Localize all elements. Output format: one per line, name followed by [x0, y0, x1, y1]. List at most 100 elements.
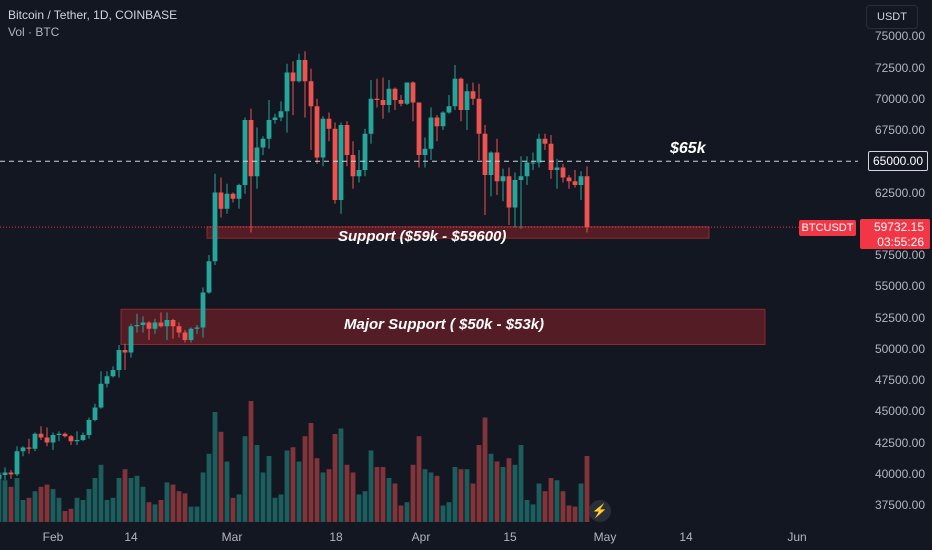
volume-bar: [536, 483, 542, 522]
candle-body: [506, 176, 512, 208]
volume-bar: [464, 469, 470, 522]
volume-bar: [218, 431, 224, 522]
candle-body: [476, 98, 482, 134]
candle-body: [134, 325, 140, 327]
volume-bar: [206, 453, 212, 522]
candle-body: [464, 91, 470, 110]
candle-body: [74, 440, 80, 442]
candle-body: [278, 111, 284, 118]
volume-bar: [410, 464, 416, 522]
volume-bar: [506, 458, 512, 522]
time-axis-tick: Jun: [787, 530, 807, 544]
time-axis-tick: 15: [503, 530, 517, 544]
candle-body: [440, 112, 446, 127]
candle-body: [236, 185, 242, 199]
volume-bar: [344, 464, 350, 522]
candle-body: [110, 370, 116, 377]
lightning-icon[interactable]: ⚡: [589, 500, 611, 522]
time-axis-tick: Apr: [411, 530, 431, 544]
candle-body: [296, 60, 302, 82]
volume-bar: [170, 484, 176, 522]
volume-bar: [326, 469, 332, 522]
candle-body: [344, 125, 350, 155]
volume-bar: [50, 489, 56, 522]
volume-bar: [224, 461, 230, 522]
time-axis-tick: 14: [124, 530, 138, 544]
candle-body: [2, 472, 8, 475]
volume-bar: [86, 489, 92, 522]
volume-bar: [152, 504, 158, 522]
candle-body: [584, 176, 590, 228]
volume-bar: [512, 464, 518, 522]
candle-body: [386, 88, 392, 105]
volume-bar: [260, 472, 266, 522]
volume-bar: [254, 445, 260, 522]
candle-body: [224, 193, 230, 209]
volume-bar: [362, 491, 368, 522]
volume-bar: [290, 447, 296, 522]
candle-body: [8, 472, 14, 475]
volume-bar: [338, 428, 344, 522]
candle-body: [32, 433, 38, 449]
volume-bar: [212, 412, 218, 522]
price-axis-tick: 47500.00: [874, 373, 925, 387]
currency-button[interactable]: USDT: [866, 5, 918, 29]
candle-body: [332, 128, 338, 200]
volume-bar: [26, 497, 32, 522]
candle-body: [518, 176, 524, 180]
candle-body: [572, 181, 578, 185]
candle-body: [500, 176, 506, 182]
volume-bar: [44, 484, 50, 522]
volume-bar: [332, 434, 338, 522]
volume-bar: [524, 500, 530, 522]
candle-body: [428, 117, 434, 149]
volume-bar: [92, 478, 98, 522]
candle-body: [182, 332, 188, 340]
candle-body: [14, 451, 20, 475]
price-axis-tick: 72500.00: [874, 60, 925, 75]
candle-body: [458, 78, 464, 110]
price-axis-tick: 50000.00: [874, 341, 925, 356]
volume-bar: [572, 506, 578, 522]
last-price-tag: 59732.15 03:55:26: [860, 219, 930, 249]
volume-bar: [350, 472, 356, 522]
volume-bar: [416, 436, 422, 522]
candle-body: [494, 152, 500, 182]
volume-bar: [80, 500, 86, 522]
candle-body: [524, 162, 530, 177]
candle-body: [68, 436, 74, 442]
candle-body: [314, 106, 320, 158]
candle-body: [530, 162, 536, 164]
volume-bar: [122, 469, 128, 522]
volume-bar: [242, 436, 248, 522]
candle-body: [164, 320, 170, 327]
volume-bar: [74, 497, 80, 522]
volume-bar: [494, 461, 500, 522]
volume-bar: [104, 500, 110, 522]
candle-body: [548, 143, 554, 170]
volume-bar: [452, 467, 458, 522]
candle-body: [560, 167, 566, 178]
candle-body: [206, 261, 212, 293]
volume-bar: [428, 472, 434, 522]
price-axis-tick: 40000.00: [874, 466, 925, 481]
volume-bar: [278, 494, 284, 522]
candle-body: [212, 192, 218, 262]
volume-bar: [110, 497, 116, 522]
volume-bar: [320, 472, 326, 522]
volume-bar: [176, 491, 182, 522]
time-axis-tick: 18: [329, 530, 343, 544]
volume-bar: [98, 464, 104, 522]
volume-bar: [440, 505, 446, 522]
candle-body: [566, 177, 572, 182]
candle-body: [374, 98, 380, 100]
price-axis-tick: 52500.00: [874, 310, 925, 325]
candle-body: [488, 152, 494, 175]
volume-bar: [158, 500, 164, 522]
candle-body: [0, 475, 2, 479]
volume-bar: [140, 486, 146, 522]
candle-body: [62, 433, 68, 437]
candle-body: [272, 117, 278, 120]
volume-bar: [8, 486, 14, 522]
